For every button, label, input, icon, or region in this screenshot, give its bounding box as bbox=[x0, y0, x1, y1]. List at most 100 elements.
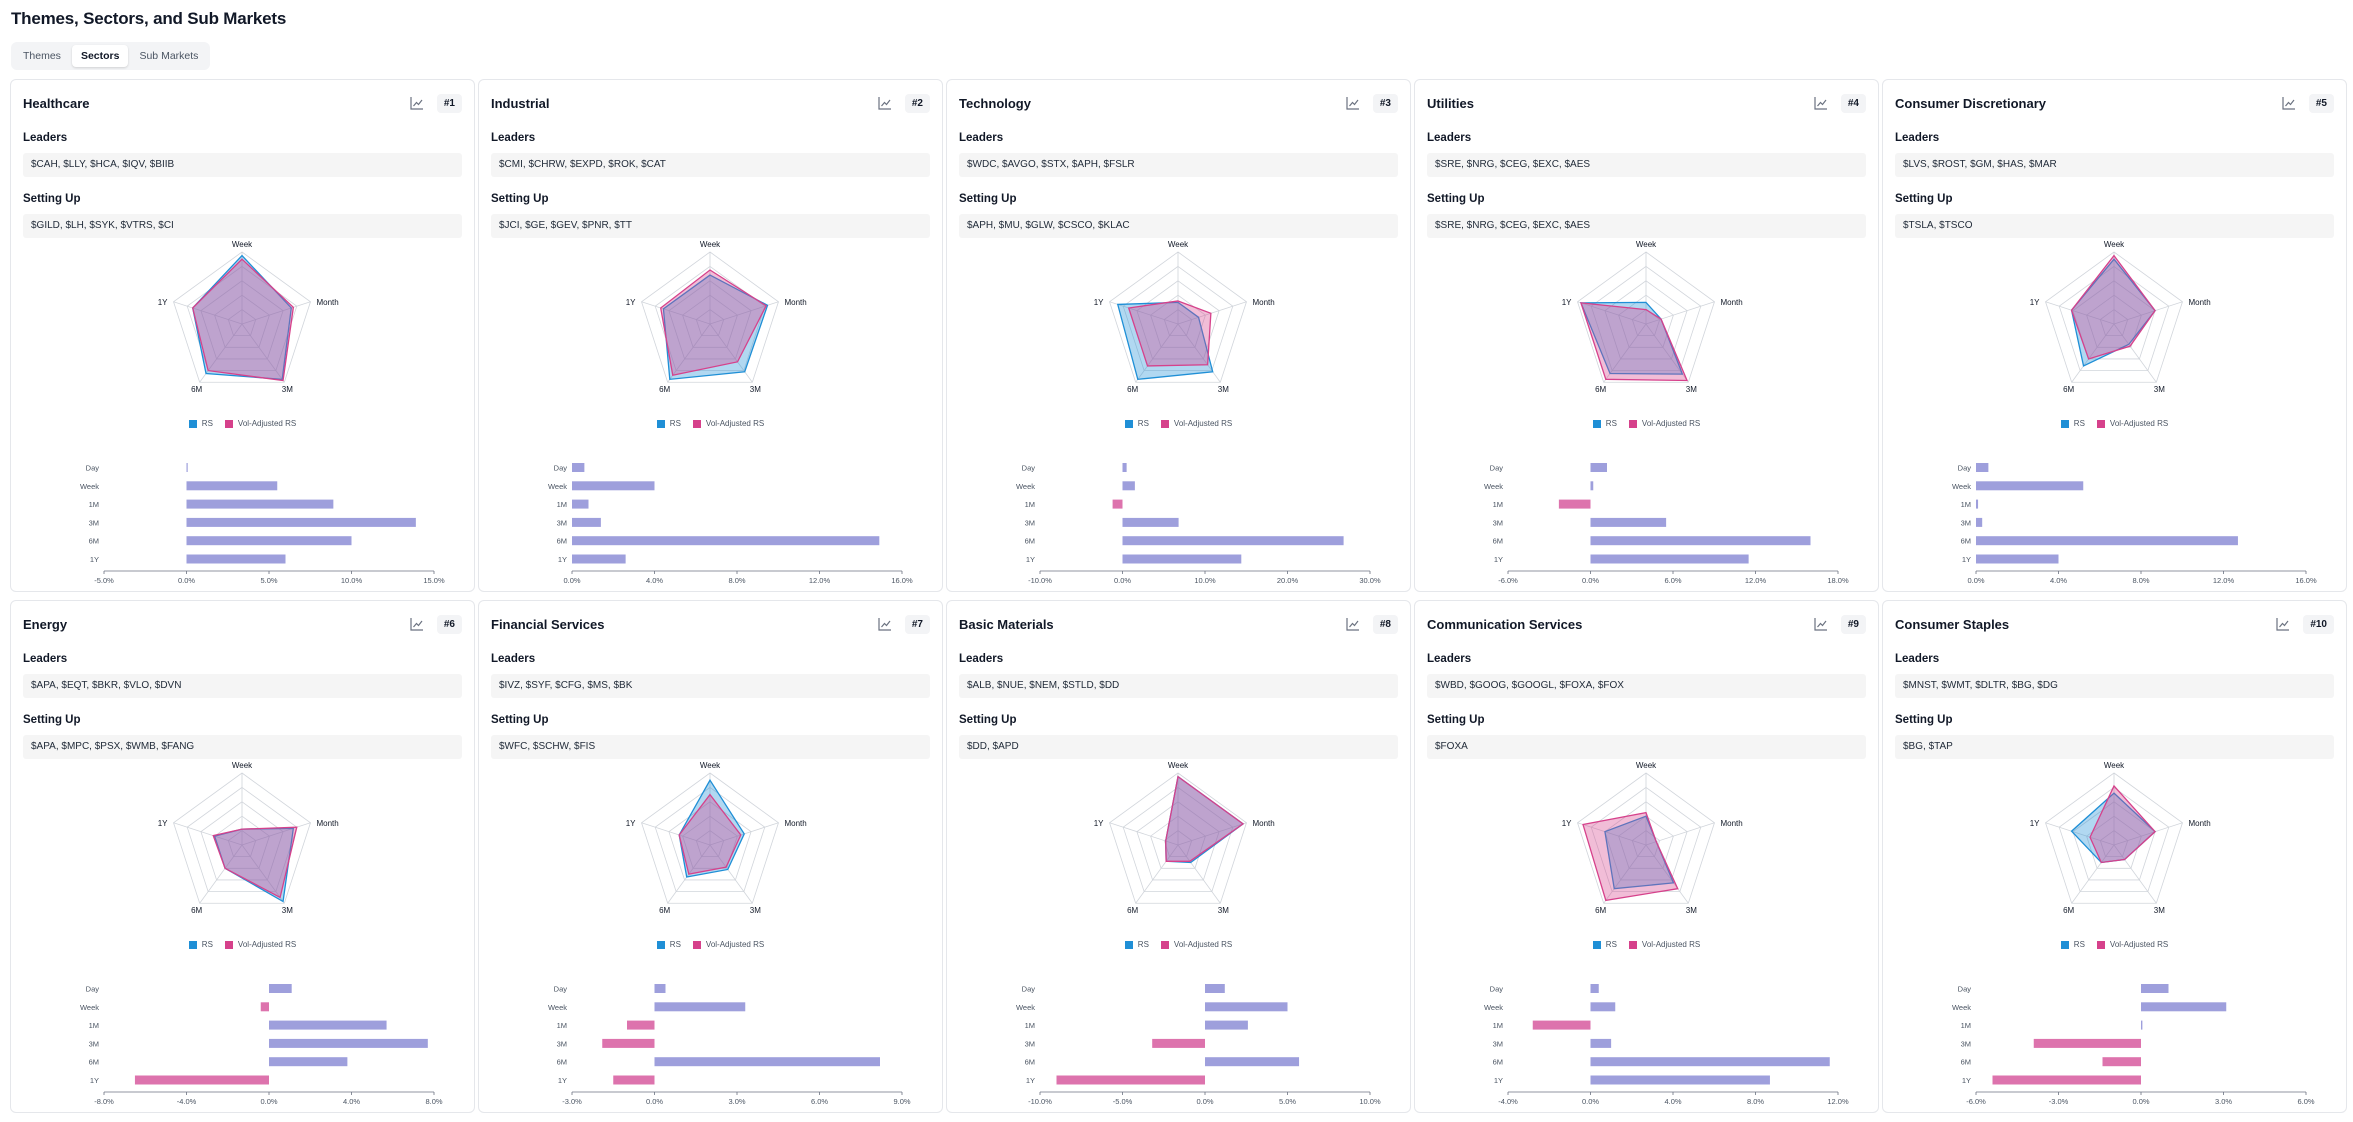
bar-category-label: Day bbox=[1490, 464, 1504, 473]
line-chart-icon[interactable] bbox=[1813, 616, 1829, 632]
setting-up-tickers: $GILD, $LH, $SYK, $VTRS, $CI bbox=[23, 214, 462, 238]
leaders-label: Leaders bbox=[491, 132, 536, 144]
setting-up-label: Setting Up bbox=[1895, 193, 1953, 205]
bar-x-tick-label: 8.0% bbox=[2132, 576, 2149, 585]
radar-axis-label: 3M bbox=[1218, 906, 1229, 915]
vol-rs-swatch bbox=[2096, 419, 2105, 428]
line-chart-icon[interactable] bbox=[2275, 616, 2291, 632]
leaders-label: Leaders bbox=[1895, 132, 1940, 144]
bar-category-label: 3M bbox=[1493, 518, 1503, 527]
legend-item-rs[interactable]: RS bbox=[1124, 940, 1149, 949]
radar-chart: Week Month 3M 6M 1Y bbox=[158, 240, 339, 394]
radar-spoke bbox=[1177, 844, 1221, 904]
bar-x-tick-label: 6.0% bbox=[1664, 576, 1681, 585]
radar-axis-label: 6M bbox=[2063, 385, 2074, 394]
line-chart-icon[interactable] bbox=[2281, 95, 2297, 111]
performance-bar-chart: Day Week 1M 3M 6M 1Y -10.0% -5.0% 0.0% 5.0% 10.0% bbox=[1016, 984, 1381, 1106]
bar-1y bbox=[1590, 554, 1749, 564]
line-chart-icon[interactable] bbox=[409, 95, 425, 111]
sector-card-1: Healthcare #1 Leaders $CAH, $LLY, $HCA, … bbox=[10, 79, 475, 592]
leaders-tickers: $SRE, $NRG, $CEG, $EXC, $AES bbox=[1427, 153, 1866, 177]
legend-item-vol-adjusted-rs[interactable]: Vol-Adjusted RS bbox=[1628, 419, 1700, 428]
tab-themes[interactable]: Themes bbox=[23, 50, 61, 62]
bar-3m bbox=[1152, 1038, 1205, 1048]
radar-axis-label: 3M bbox=[1686, 906, 1697, 915]
setting-up-label: Setting Up bbox=[959, 193, 1017, 205]
legend-item-rs[interactable]: RS bbox=[1124, 419, 1149, 428]
legend-item-rs[interactable]: RS bbox=[656, 419, 681, 428]
performance-bar-chart: Day Week 1M 3M 6M 1Y -6.0% -3.0% 0.0% 3.0% 6.0% bbox=[1952, 984, 2315, 1106]
legend-item-rs[interactable]: RS bbox=[188, 419, 213, 428]
legend-item-vol-adjusted-rs[interactable]: Vol-Adjusted RS bbox=[2096, 419, 2168, 428]
card-header: Industrial #2 bbox=[491, 90, 930, 116]
bar-category-label: 1Y bbox=[90, 555, 99, 564]
bar-1m bbox=[269, 1020, 387, 1030]
radar-grid-ring bbox=[695, 830, 725, 858]
bar-category-label: 1M bbox=[1025, 500, 1035, 509]
leaders-tickers: $LVS, $ROST, $GM, $HAS, $MAR bbox=[1895, 153, 2334, 177]
line-chart-icon[interactable] bbox=[1345, 616, 1361, 632]
radar-grid-ring bbox=[227, 830, 257, 858]
radar-axis-label: 3M bbox=[282, 906, 293, 915]
legend-item-rs[interactable]: RS bbox=[656, 940, 681, 949]
rank-badge: #4 bbox=[1840, 93, 1866, 113]
bar-category-label: 6M bbox=[1961, 1058, 1971, 1067]
tab-sub-markets[interactable]: Sub Markets bbox=[139, 50, 199, 62]
radar-grid-ring bbox=[641, 772, 779, 904]
legend-item-vol-adjusted-rs[interactable]: Vol-Adjusted RS bbox=[692, 419, 764, 428]
tab-sectors[interactable]: Sectors bbox=[71, 45, 129, 67]
radar-axis-label: 1Y bbox=[158, 298, 168, 307]
line-chart-icon[interactable] bbox=[877, 616, 893, 632]
vol-rs-swatch bbox=[1628, 940, 1637, 949]
legend-item-rs[interactable]: RS bbox=[1592, 940, 1617, 949]
legend-item-rs[interactable]: RS bbox=[2060, 940, 2085, 949]
legend-item-rs[interactable]: RS bbox=[188, 940, 213, 949]
chart-legend: RS Vol-Adjusted RS bbox=[947, 940, 1410, 949]
bar-x-tick-label: 4.0% bbox=[646, 576, 663, 585]
radar-grid-ring bbox=[1109, 251, 1247, 383]
line-chart-icon[interactable] bbox=[877, 95, 893, 111]
sector-name: Energy bbox=[23, 616, 68, 632]
sector-card-8: Basic Materials #8 Leaders $ALB, $NUE, $… bbox=[946, 600, 1411, 1113]
legend-item-vol-adjusted-rs[interactable]: Vol-Adjusted RS bbox=[1160, 419, 1232, 428]
bar-category-label: Day bbox=[86, 985, 100, 994]
card-header: Communication Services #9 bbox=[1427, 611, 1866, 637]
radar-spoke bbox=[1177, 301, 1247, 325]
bar-category-label: 1M bbox=[89, 500, 99, 509]
legend-item-vol-adjusted-rs[interactable]: Vol-Adjusted RS bbox=[1160, 940, 1232, 949]
bar-week bbox=[260, 1002, 269, 1012]
radar-grid-ring bbox=[1122, 265, 1234, 371]
bar-x-tick-label: 5.0% bbox=[1279, 1097, 1296, 1106]
bar-week bbox=[1122, 481, 1135, 491]
sector-name: Communication Services bbox=[1427, 616, 1583, 632]
radar-axis-label: 3M bbox=[2154, 906, 2165, 915]
legend-item-vol-adjusted-rs[interactable]: Vol-Adjusted RS bbox=[2096, 940, 2168, 949]
bar-day bbox=[1590, 984, 1599, 993]
radar-grid-ring bbox=[173, 251, 311, 383]
legend-item-rs[interactable]: RS bbox=[2060, 419, 2085, 428]
leaders-tickers: $APA, $EQT, $BKR, $VLO, $DVN bbox=[23, 674, 462, 698]
radar-axis-label: 1Y bbox=[2030, 819, 2040, 828]
legend-item-vol-adjusted-rs[interactable]: Vol-Adjusted RS bbox=[692, 940, 764, 949]
radar-chart: Week Month 3M 6M 1Y bbox=[626, 761, 807, 915]
chart-legend: RS Vol-Adjusted RS bbox=[1415, 940, 1878, 949]
legend-item-vol-adjusted-rs[interactable]: Vol-Adjusted RS bbox=[1628, 940, 1700, 949]
legend-label-rs: RS bbox=[669, 419, 681, 428]
legend-item-vol-adjusted-rs[interactable]: Vol-Adjusted RS bbox=[224, 940, 296, 949]
card-header: Consumer Staples #10 bbox=[1895, 611, 2334, 637]
radar-spoke bbox=[1645, 844, 1689, 904]
sector-card-2: Industrial #2 Leaders $CMI, $CHRW, $EXPD… bbox=[478, 79, 943, 592]
performance-bar-chart: Day Week 1M 3M 6M 1Y -4.0% 0.0% 4.0% 8.0% 12.0% bbox=[1484, 984, 1849, 1106]
radar-grid-ring bbox=[186, 265, 298, 371]
radar-spoke bbox=[1135, 323, 1179, 383]
line-chart-icon[interactable] bbox=[1345, 95, 1361, 111]
legend-item-rs[interactable]: RS bbox=[1592, 419, 1617, 428]
line-chart-icon[interactable] bbox=[409, 616, 425, 632]
bar-x-tick-label: 16.0% bbox=[2295, 576, 2317, 585]
bar-category-label: 3M bbox=[1493, 1039, 1503, 1048]
radar-grid-ring bbox=[1577, 251, 1715, 383]
line-chart-icon[interactable] bbox=[1813, 95, 1829, 111]
bar-1y bbox=[1992, 1075, 2141, 1085]
radar-spoke bbox=[1577, 301, 1647, 325]
legend-item-vol-adjusted-rs[interactable]: Vol-Adjusted RS bbox=[224, 419, 296, 428]
